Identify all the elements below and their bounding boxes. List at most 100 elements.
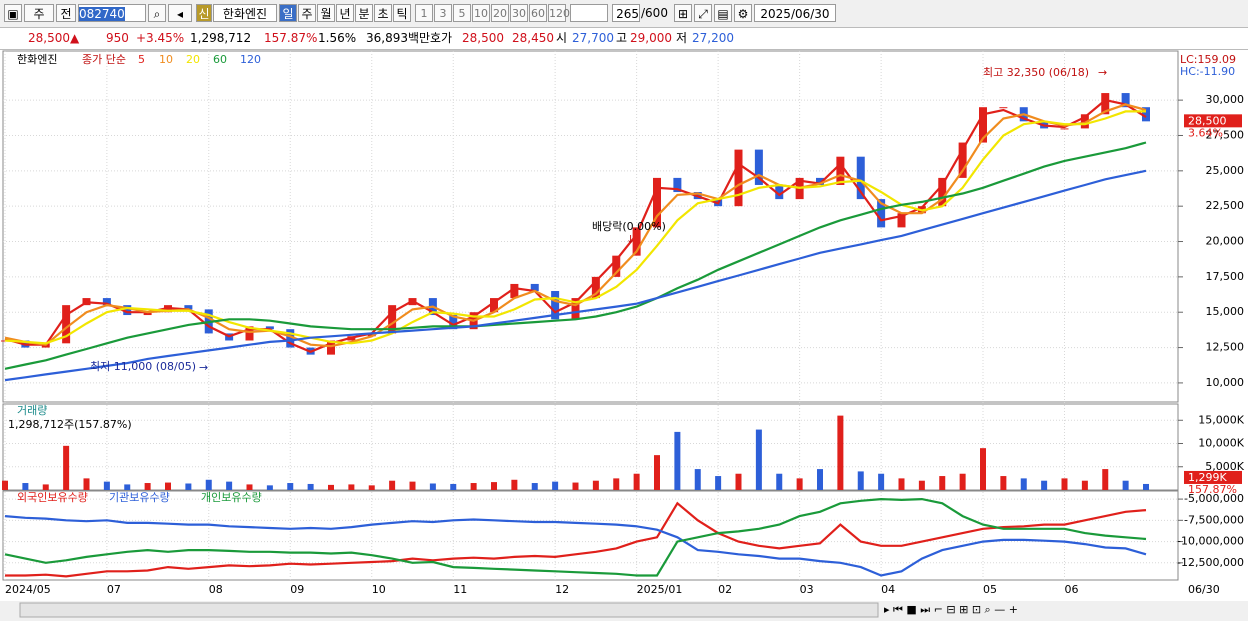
volume-bar — [1020, 478, 1027, 490]
y-tick-label: 30,000 — [1206, 93, 1245, 106]
interval-button[interactable]: 60 — [529, 4, 547, 22]
volume-bar — [124, 484, 131, 490]
period-button[interactable]: 년 — [336, 4, 354, 22]
volume-bar — [22, 483, 29, 490]
count-input[interactable]: 265 — [612, 4, 640, 22]
volume-bar — [185, 483, 192, 490]
candle — [775, 184, 784, 200]
sound-button[interactable]: ◂ — [168, 4, 192, 22]
candle — [673, 177, 682, 193]
x-tick-label: 06/30 — [1188, 583, 1220, 596]
last-price: 28,500 — [1188, 114, 1227, 127]
legend-entry: 60 — [213, 53, 227, 66]
y-tick-label: 22,500 — [1206, 199, 1245, 212]
open: 27,700 — [572, 31, 614, 45]
settings-button[interactable]: ⚙ — [734, 4, 752, 22]
candle — [897, 213, 906, 228]
candle — [1060, 128, 1069, 130]
ma-label: 종가 단순 — [82, 53, 126, 66]
y-tick-label: 17,500 — [1206, 270, 1245, 283]
volume-bar — [694, 469, 701, 490]
tool-button[interactable]: ⤢ — [694, 4, 712, 22]
candle — [530, 283, 539, 292]
y-tick-label: -10,000,000 — [1177, 535, 1244, 548]
y-tick-label: 5,000K — [1205, 460, 1244, 473]
candle — [1101, 93, 1110, 115]
x-tick-label: 03 — [800, 583, 814, 596]
interval-button[interactable]: 120 — [548, 4, 570, 22]
period-button[interactable]: 초 — [374, 4, 392, 22]
interval-button[interactable]: 5 — [453, 4, 471, 22]
volume-bar — [857, 471, 864, 490]
volume-bar — [552, 481, 559, 490]
volume-bar — [83, 478, 90, 490]
volume-bar — [817, 469, 823, 490]
interval-button[interactable]: 3 — [434, 4, 452, 22]
candle — [632, 227, 641, 256]
prev-button[interactable]: 전 — [56, 4, 76, 22]
arrow: → — [199, 361, 208, 374]
code-input[interactable]: 082740 — [78, 4, 146, 22]
scroll-thumb[interactable] — [19, 602, 879, 618]
last-volume: 1,299K — [1188, 471, 1227, 484]
volume-bar — [837, 415, 844, 490]
candle — [816, 177, 824, 185]
period-button[interactable]: 일 — [279, 4, 297, 22]
market-select[interactable]: 주 — [24, 4, 54, 22]
volume: 1,298,712 — [190, 31, 252, 45]
turnover: 1.56% — [318, 31, 357, 45]
candle — [551, 291, 560, 320]
volume-bar — [307, 483, 314, 490]
y-tick-label: -7,500,000 — [1184, 513, 1244, 526]
right-label: HC:-11.90 — [1180, 65, 1235, 78]
candle — [877, 199, 886, 228]
volume-bar — [389, 480, 396, 490]
candle — [1142, 107, 1150, 122]
nav-icons[interactable]: ▸ ⏮ ■ ⏭ ⌐ ⊟ ⊞ ⊡ ⌕ — + — [884, 603, 1018, 616]
badge: 신 — [196, 4, 212, 22]
date-input[interactable]: 2025/06/30 — [754, 4, 836, 22]
volume-bar — [1041, 480, 1048, 490]
tool-button[interactable]: ⊞ — [674, 4, 692, 22]
x-tick-label: 2025/01 — [637, 583, 683, 596]
period-button[interactable]: 월 — [317, 4, 335, 22]
volume-bar — [226, 481, 233, 490]
period-button[interactable]: 주 — [298, 4, 316, 22]
volume-bar — [42, 484, 49, 490]
interval-input[interactable] — [570, 4, 608, 22]
legend-entry: 기관보유수량 — [109, 491, 170, 504]
save-button[interactable]: ▤ — [714, 4, 732, 22]
y-tick-label: 27,500 — [1206, 128, 1245, 141]
interval-button[interactable]: 1 — [415, 4, 433, 22]
search-button[interactable]: ⌕ — [148, 4, 166, 22]
chart: ▸ ⏮ ■ ⏭ ⌐ ⊟ ⊞ ⊡ ⌕ — + 2024/05 07 08 09 10 11 1… — [0, 50, 1248, 621]
menu-button[interactable]: ▣ — [4, 4, 22, 22]
legend-entry: 20 — [186, 53, 200, 66]
period-button[interactable]: 틱 — [393, 4, 411, 22]
annotation: 최고 32,350 (06/18) — [983, 66, 1089, 79]
volume-bar — [674, 431, 681, 490]
ask: 28,500 — [462, 31, 504, 45]
arrow: → — [1098, 66, 1107, 79]
x-tick-label: 12 — [555, 583, 569, 596]
interval-button[interactable]: 10 — [472, 4, 490, 22]
x-tick-label: 08 — [209, 583, 223, 596]
volume-bar — [959, 473, 966, 490]
period-button[interactable]: 분 — [355, 4, 373, 22]
candle — [327, 340, 335, 355]
annotation: 배당락(0.00%) — [592, 220, 666, 233]
interval-button[interactable]: 30 — [510, 4, 528, 22]
volume-bar — [715, 476, 722, 490]
candle — [979, 107, 987, 143]
y-tick-label: 15,000 — [1206, 305, 1245, 318]
y-tick-label: 15,000K — [1198, 413, 1244, 426]
volume-title: 거래량 — [17, 404, 47, 417]
candle — [62, 305, 71, 344]
interval-button[interactable]: 20 — [491, 4, 509, 22]
holdings-panel — [2, 490, 1179, 581]
high: 29,000 — [630, 31, 672, 45]
candle — [958, 142, 967, 178]
candle — [102, 298, 111, 306]
y-tick-label: 12,500 — [1206, 341, 1245, 354]
x-tick-label: 02 — [718, 583, 732, 596]
